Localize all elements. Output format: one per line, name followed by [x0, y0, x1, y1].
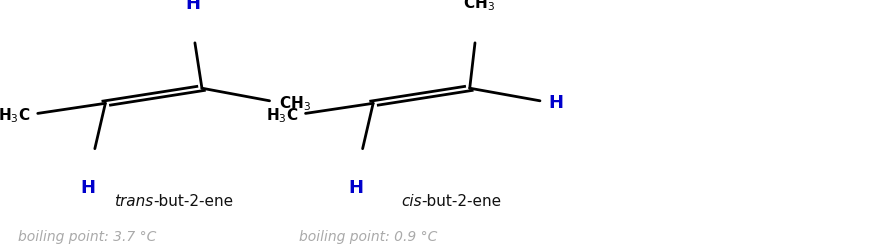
- Text: CH$_3$: CH$_3$: [462, 0, 494, 13]
- Text: H: H: [185, 0, 201, 13]
- Text: -but-2-ene: -but-2-ene: [153, 194, 233, 209]
- Text: H$_3$C: H$_3$C: [0, 107, 31, 125]
- Text: boiling point: 0.9 °C: boiling point: 0.9 °C: [298, 230, 437, 244]
- Text: H: H: [548, 94, 563, 112]
- Text: boiling point: 3.7 °C: boiling point: 3.7 °C: [18, 230, 156, 244]
- Text: -but-2-ene: -but-2-ene: [421, 194, 501, 209]
- Text: cis: cis: [401, 194, 421, 209]
- Text: H: H: [347, 179, 363, 197]
- Text: trans: trans: [114, 194, 153, 209]
- Text: CH$_3$: CH$_3$: [279, 94, 310, 113]
- Text: H$_3$C: H$_3$C: [266, 107, 298, 125]
- Text: H: H: [80, 179, 96, 197]
